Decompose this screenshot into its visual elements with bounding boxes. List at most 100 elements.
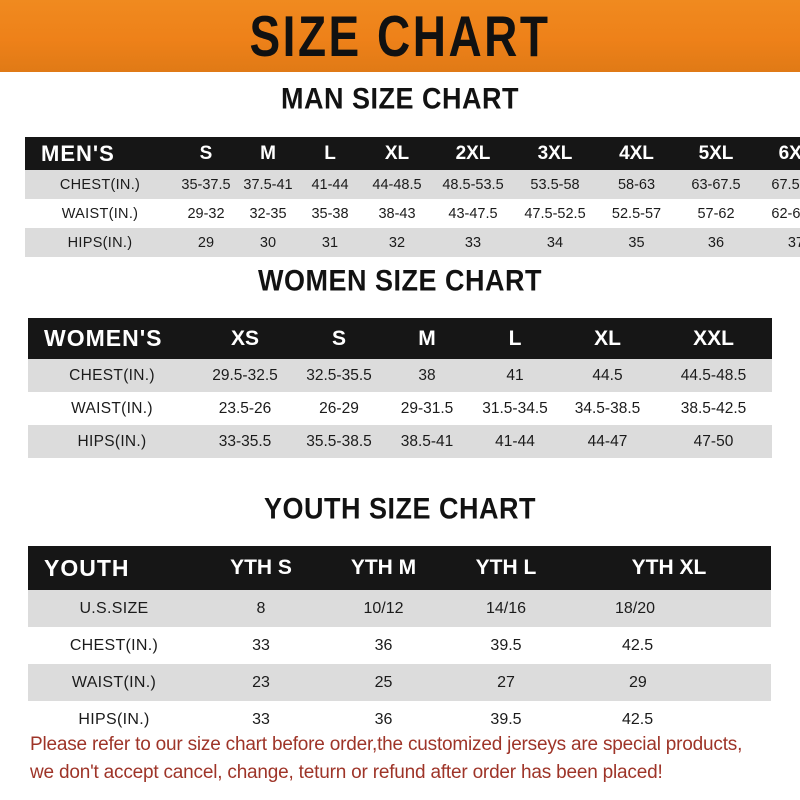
cell: 34	[513, 228, 597, 257]
cell: 32.5-35.5	[294, 359, 384, 392]
cell: 36	[322, 701, 445, 738]
men-col-header: 2XL	[433, 137, 513, 170]
table-row: HIPS(IN.) 29 30 31 32 33 34 35 36 37	[25, 228, 800, 257]
youth-table-head: YOUTH YTH S YTH M YTH L YTH XL	[28, 546, 771, 590]
cell: 41-44	[470, 425, 560, 458]
cell: 14/16	[445, 590, 567, 627]
row-label: WAIST(IN.)	[25, 199, 175, 228]
youth-header-row: YOUTH YTH S YTH M YTH L YTH XL	[28, 546, 771, 590]
row-label: CHEST(IN.)	[28, 359, 196, 392]
cell: 33	[200, 701, 322, 738]
cell: 10/12	[322, 590, 445, 627]
table-row: CHEST(IN.) 29.5-32.5 32.5-35.5 38 41 44.…	[28, 359, 772, 392]
cell: 18/20	[567, 590, 771, 627]
cell: 43-47.5	[433, 199, 513, 228]
cell: 23	[200, 664, 322, 701]
cell: 47-50	[655, 425, 772, 458]
cell: 42.5	[567, 627, 771, 664]
cell: 57-62	[676, 199, 756, 228]
women-col-header: L	[470, 318, 560, 359]
cell: 26-29	[294, 392, 384, 425]
order-policy-note: Please refer to our size chart before or…	[30, 731, 775, 787]
men-corner-label: MEN'S	[25, 137, 175, 170]
table-row: WAIST(IN.) 29-32 32-35 35-38 38-43 43-47…	[25, 199, 800, 228]
cell: 31	[299, 228, 361, 257]
order-policy-line-2: we don't accept cancel, change, teturn o…	[30, 762, 663, 783]
page-banner: SIZE CHART	[0, 0, 800, 72]
cell: 37	[756, 228, 800, 257]
men-col-header: 6XL	[756, 137, 800, 170]
cell: 31.5-34.5	[470, 392, 560, 425]
cell: 41-44	[299, 170, 361, 199]
cell: 29	[175, 228, 237, 257]
cell: 63-67.5	[676, 170, 756, 199]
cell: 44-47	[560, 425, 655, 458]
cell: 38-43	[361, 199, 433, 228]
women-header-row: WOMEN'S XS S M L XL XXL	[28, 318, 772, 359]
cell: 38.5-41	[384, 425, 470, 458]
men-col-header: L	[299, 137, 361, 170]
youth-size-table: YOUTH YTH S YTH M YTH L YTH XL U.S.SIZE …	[28, 546, 771, 738]
youth-col-header: YTH XL	[567, 546, 771, 590]
men-col-header: 3XL	[513, 137, 597, 170]
cell: 36	[322, 627, 445, 664]
cell: 44-48.5	[361, 170, 433, 199]
cell: 35-38	[299, 199, 361, 228]
youth-col-header: YTH L	[445, 546, 567, 590]
page-title: SIZE CHART	[249, 3, 551, 69]
cell: 35.5-38.5	[294, 425, 384, 458]
cell: 36	[676, 228, 756, 257]
cell: 35	[597, 228, 676, 257]
table-row: HIPS(IN.) 33-35.5 35.5-38.5 38.5-41 41-4…	[28, 425, 772, 458]
cell: 38	[384, 359, 470, 392]
youth-section-heading: YOUTH SIZE CHART	[263, 492, 536, 526]
row-label: U.S.SIZE	[28, 590, 200, 627]
order-policy-line-1: Please refer to our size chart before or…	[30, 734, 743, 755]
table-row: U.S.SIZE 8 10/12 14/16 18/20	[28, 590, 771, 627]
cell: 47.5-52.5	[513, 199, 597, 228]
cell: 35-37.5	[175, 170, 237, 199]
women-table-head: WOMEN'S XS S M L XL XXL	[28, 318, 772, 359]
cell: 29	[567, 664, 771, 701]
cell: 23.5-26	[196, 392, 294, 425]
cell: 53.5-58	[513, 170, 597, 199]
women-size-table: WOMEN'S XS S M L XL XXL CHEST(IN.) 29.5-…	[28, 318, 772, 458]
men-section-heading: MAN SIZE CHART	[281, 82, 519, 116]
cell: 62-66.5	[756, 199, 800, 228]
cell: 41	[470, 359, 560, 392]
cell: 48.5-53.5	[433, 170, 513, 199]
row-label: HIPS(IN.)	[25, 228, 175, 257]
men-table-body: CHEST(IN.) 35-37.5 37.5-41 41-44 44-48.5…	[25, 170, 800, 257]
women-corner-label: WOMEN'S	[28, 318, 196, 359]
cell: 42.5	[567, 701, 771, 738]
youth-table-body: U.S.SIZE 8 10/12 14/16 18/20 CHEST(IN.) …	[28, 590, 771, 738]
cell: 34.5-38.5	[560, 392, 655, 425]
table-row: CHEST(IN.) 33 36 39.5 42.5	[28, 627, 771, 664]
men-col-header: M	[237, 137, 299, 170]
cell: 39.5	[445, 627, 567, 664]
cell: 33	[200, 627, 322, 664]
youth-col-header: YTH M	[322, 546, 445, 590]
table-row: WAIST(IN.) 23 25 27 29	[28, 664, 771, 701]
women-col-header: XS	[196, 318, 294, 359]
cell: 29.5-32.5	[196, 359, 294, 392]
women-col-header: XL	[560, 318, 655, 359]
women-table-body: CHEST(IN.) 29.5-32.5 32.5-35.5 38 41 44.…	[28, 359, 772, 458]
women-col-header: XXL	[655, 318, 772, 359]
men-col-header: XL	[361, 137, 433, 170]
cell: 39.5	[445, 701, 567, 738]
cell: 30	[237, 228, 299, 257]
row-label: CHEST(IN.)	[25, 170, 175, 199]
cell: 25	[322, 664, 445, 701]
cell: 37.5-41	[237, 170, 299, 199]
cell: 67.5-72	[756, 170, 800, 199]
men-table-head: MEN'S S M L XL 2XL 3XL 4XL 5XL 6XL	[25, 137, 800, 170]
men-header-row: MEN'S S M L XL 2XL 3XL 4XL 5XL 6XL	[25, 137, 800, 170]
row-label: WAIST(IN.)	[28, 392, 196, 425]
women-section-heading: WOMEN SIZE CHART	[258, 264, 542, 298]
cell: 33	[433, 228, 513, 257]
youth-corner-label: YOUTH	[28, 546, 200, 590]
men-col-header: S	[175, 137, 237, 170]
men-col-header: 5XL	[676, 137, 756, 170]
